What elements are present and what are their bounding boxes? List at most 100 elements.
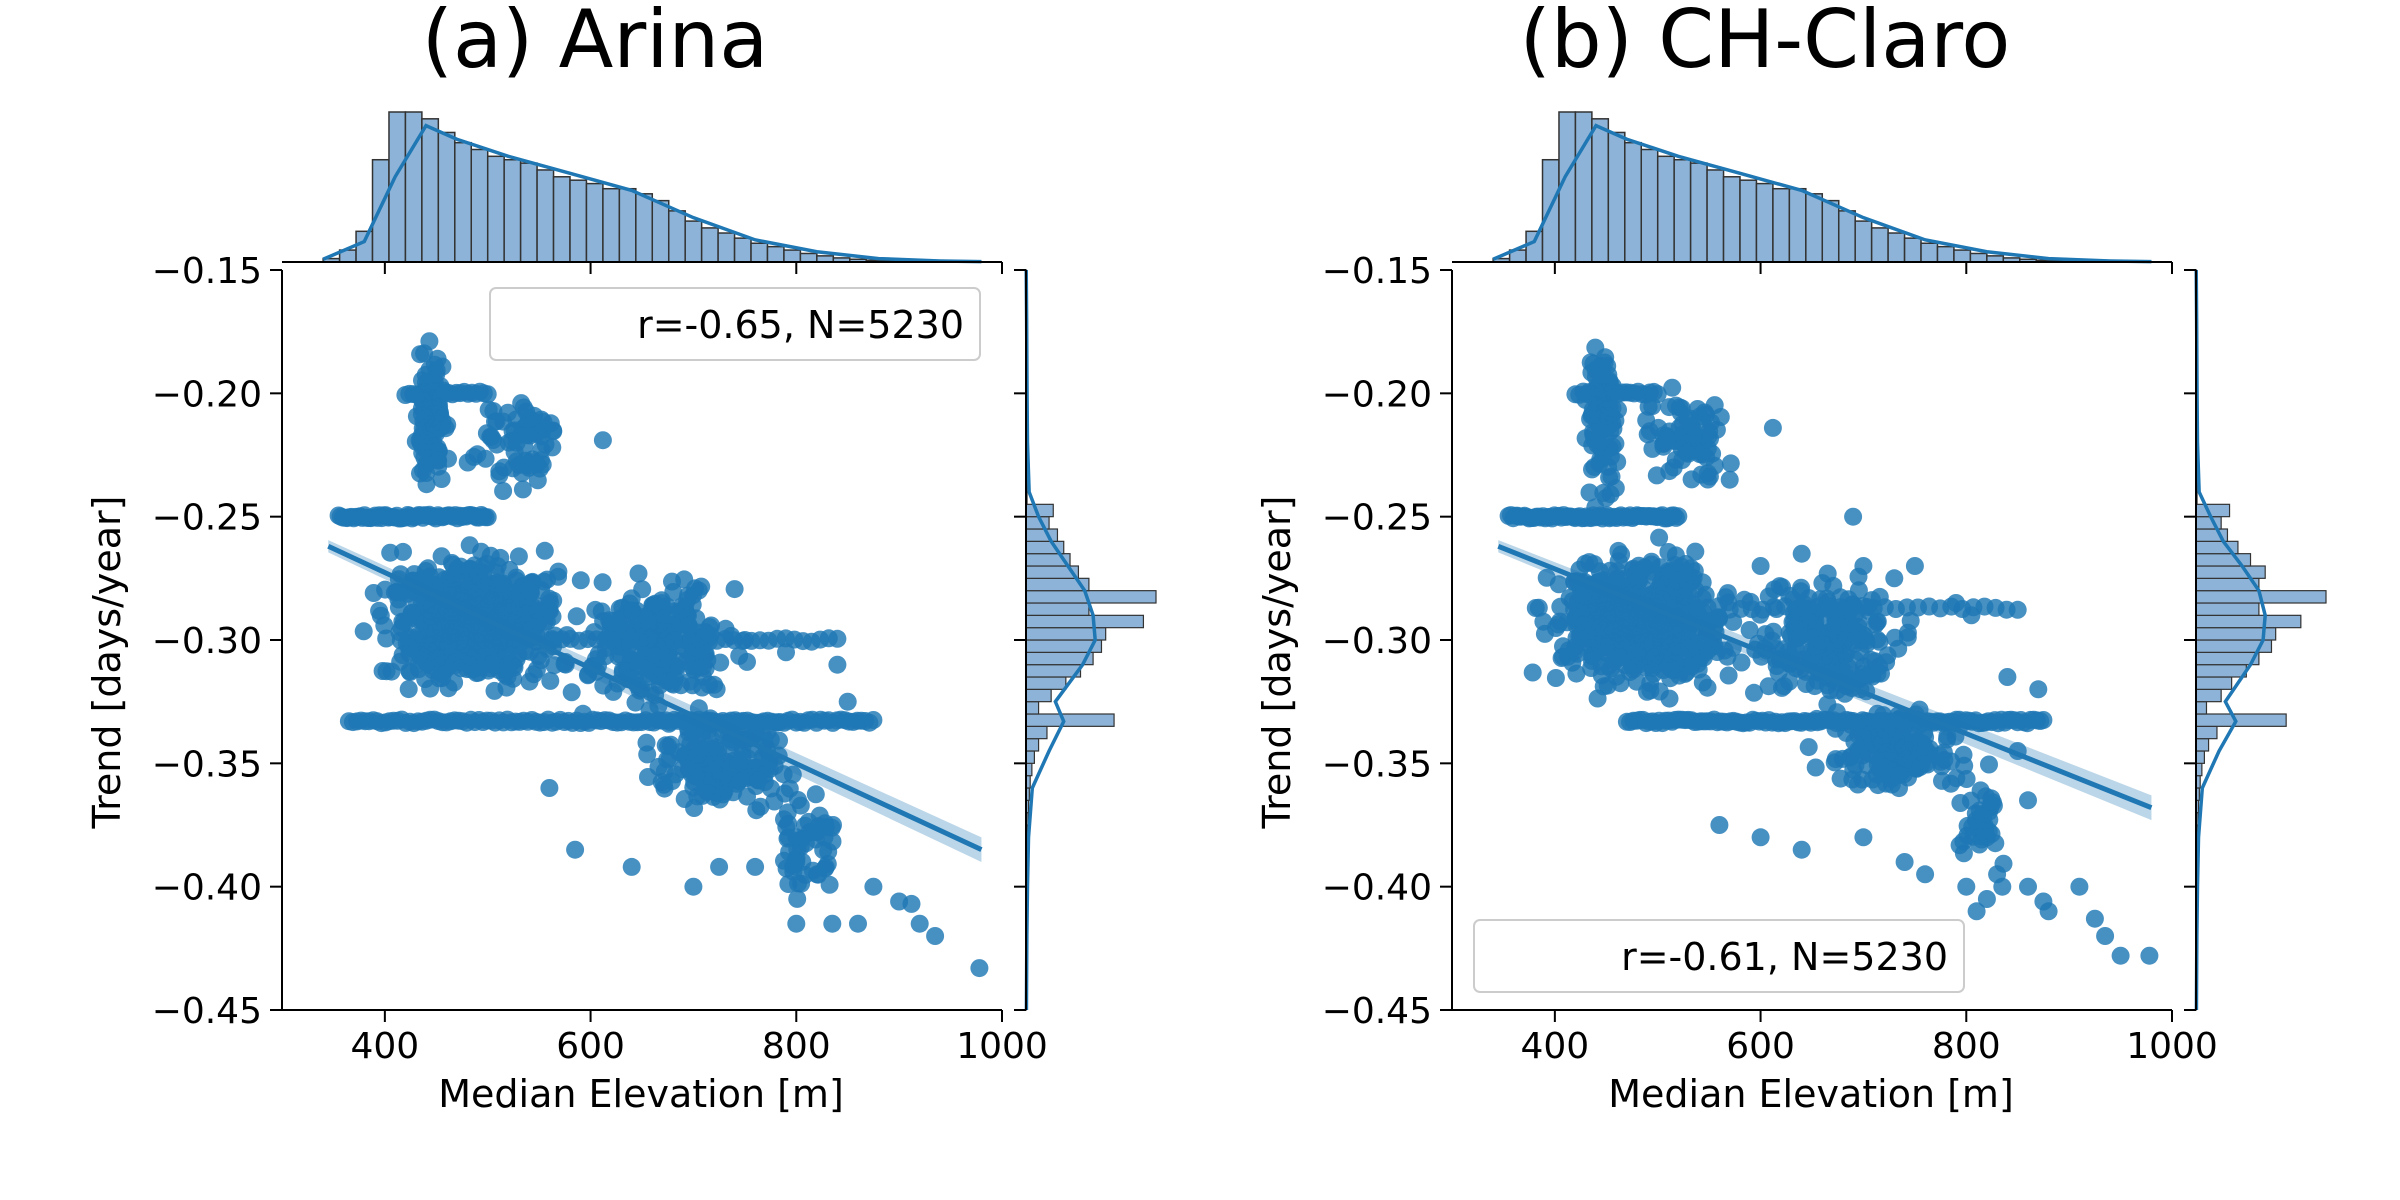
data-point [1580,483,1599,502]
data-point [1664,458,1683,477]
y-marginal-bar [2195,701,2208,715]
y-marginal-bar [1025,750,1035,764]
x-tick-label: 600 [556,1026,625,1067]
x-marginal-bar [1722,176,1741,263]
x-marginal-bar [1887,232,1906,263]
data-point [432,470,451,488]
x-tick-label: 400 [1520,1026,1589,1067]
data-point [1826,612,1845,631]
data-point [1594,483,1613,502]
x-tick-label: 800 [762,1026,831,1067]
data-point [1854,557,1873,575]
data-point [521,583,540,602]
data-point [1745,683,1763,702]
x-marginal-bar [602,187,621,263]
x-tick-label: 800 [1932,1026,2001,1067]
data-point [1580,553,1599,572]
data-point [510,456,528,474]
data-point [1751,828,1770,847]
legend-annotation: r=-0.61, N=5230 [1621,935,1948,979]
data-point [1634,560,1652,579]
data-point [549,562,568,581]
data-point [1629,624,1648,643]
scatter-layer: 400 600 800 1000 −0.15 −0.20 −0.25 −0.30 −0.35 −0… [152,111,1157,1067]
data-point [513,480,532,499]
data-point [1918,755,1937,774]
data-point [544,422,563,441]
data-point [1655,649,1673,668]
data-point [1977,828,1996,847]
data-point [686,579,705,598]
data-point [1905,557,1924,575]
data-point [1629,655,1648,674]
data-point [1588,689,1607,708]
data-point [1597,638,1616,657]
data-point [645,646,664,665]
data-point [1732,653,1751,672]
data-point [1549,575,1568,594]
data-point [1710,816,1729,834]
data-point [1895,853,1914,871]
y-marginal-histogram [1014,269,1157,1011]
data-point [2008,600,2027,619]
data-point [787,828,806,847]
data-point [1825,642,1844,661]
data-point [1546,669,1565,687]
data-point [1678,581,1697,600]
data-point [2111,946,2130,965]
data-point [1552,649,1571,667]
panel-arina: (a) Arina Median Elevation [m] Trend [da… [85,0,1157,1116]
y-tick-label: −0.15 [152,251,262,292]
data-point [828,655,847,674]
data-point [1599,657,1618,675]
data-point [1693,573,1712,592]
data-point [1648,385,1667,404]
data-point [460,536,479,555]
data-point [755,773,774,792]
x-marginal-bar [1953,249,1972,263]
data-point [638,611,657,629]
data-point [1947,594,1965,612]
y-marginal-bar [1025,713,1115,727]
data-point [777,643,795,662]
x-marginal-bar [733,237,752,263]
x-marginal-bar [1656,155,1675,263]
data-point [451,562,470,580]
y-marginal-kde [1024,269,1097,1011]
data-point [452,659,471,678]
data-point [1666,546,1685,565]
x-marginal-bar [684,220,703,263]
data-point [354,622,373,641]
data-point [1643,634,1662,653]
data-point [685,656,704,675]
data-point [497,678,516,697]
data-point [593,573,612,592]
y-tick-label: −0.25 [1322,498,1432,539]
data-point [1878,646,1897,665]
data-point [652,773,671,792]
data-point [600,611,619,630]
data-point [1619,611,1638,630]
y-tick-label: −0.20 [152,374,262,415]
data-point [1600,620,1619,639]
y-marginal-bar [2195,688,2222,703]
data-point [458,453,477,472]
x-marginal-bar [569,179,588,263]
x-tick-label: 600 [1726,1026,1795,1067]
y-tick-label: −0.35 [1322,744,1432,785]
y-tick-label: −0.25 [152,498,262,539]
y-marginal-bar [1025,664,1082,678]
data-point [729,772,748,791]
y-marginal-bar [1025,738,1040,752]
data-point [1885,628,1904,647]
data-point [520,672,539,691]
data-points [1497,338,2159,965]
data-point [1590,454,1609,473]
y-marginal-bar [1025,602,1090,616]
data-point [567,607,586,626]
data-point [1831,769,1850,788]
data-point [1980,755,1998,774]
data-point [1586,367,1605,386]
y-marginal-bar [2195,738,2210,752]
